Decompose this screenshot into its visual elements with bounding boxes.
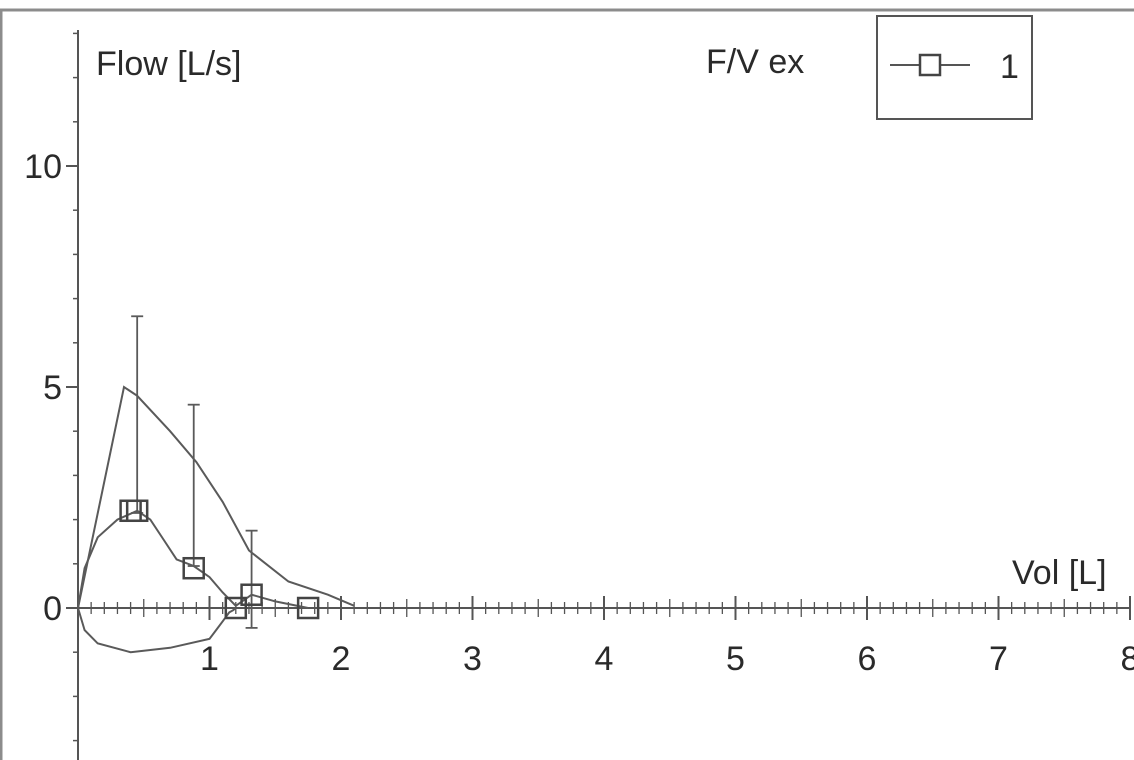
y-tick-label: 0	[43, 590, 62, 628]
legend: 1	[876, 15, 1033, 120]
series-1-marker	[240, 583, 263, 606]
x-axis-label: Vol [L]	[1012, 554, 1107, 592]
x-tick-label: 4	[595, 640, 614, 678]
legend-label: 1	[1000, 48, 1019, 86]
x-tick-label: 1	[200, 640, 219, 678]
legend-box	[876, 15, 1033, 120]
series-1-inspiratory-line	[77, 607, 237, 654]
chart-title: F/V ex	[706, 43, 804, 81]
y-axis-label: Flow [L/s]	[96, 45, 241, 83]
x-tick-label: 7	[989, 640, 1008, 678]
legend-marker	[918, 53, 942, 77]
series-1-marker	[224, 596, 248, 620]
series-1-marker	[125, 499, 149, 523]
x-tick-label: 6	[858, 640, 877, 678]
x-tick-label: 3	[463, 640, 482, 678]
x-tick-label: 2	[332, 640, 351, 678]
y-tick-label: 10	[24, 148, 62, 186]
axes: 0 5 10 1 2 3 4 5 6 7 8	[24, 30, 1134, 760]
x-tick-label: 5	[726, 640, 745, 678]
series-1-marker	[296, 596, 320, 620]
plot-area	[77, 315, 355, 654]
x-tick-label: 8	[1121, 640, 1134, 678]
frame-border	[0, 8, 1134, 760]
y-tick-label: 5	[43, 369, 62, 407]
series-1-marker	[182, 556, 205, 580]
predicted-curve-line	[77, 385, 355, 609]
